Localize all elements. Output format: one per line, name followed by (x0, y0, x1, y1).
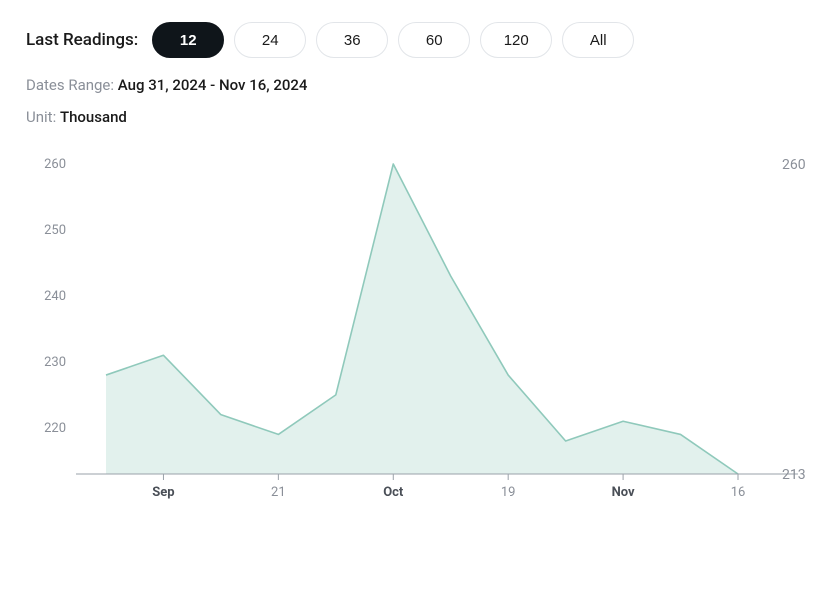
x-tick-label: 21 (271, 485, 286, 500)
y-tick-label: 240 (44, 289, 66, 304)
unit-label: Unit: (26, 108, 56, 126)
readings-label: Last Readings: (26, 30, 138, 50)
y-tick-label: 260 (44, 157, 66, 172)
x-tick-label: 16 (731, 485, 746, 500)
chart-right-annotation: 260 (782, 157, 806, 173)
dates-range-label: Dates Range: (26, 76, 114, 94)
readings-controls: Last Readings: 12 24 36 60 120 All (26, 22, 813, 58)
readings-pill-12[interactable]: 12 (152, 22, 224, 58)
readings-pill-all[interactable]: All (562, 22, 634, 58)
readings-pill-24[interactable]: 24 (234, 22, 306, 58)
chart-right-annotation: 213 (782, 467, 806, 483)
dates-range-row: Dates Range: Aug 31, 2024 - Nov 16, 2024 (26, 76, 813, 94)
y-tick-label: 230 (44, 355, 66, 370)
readings-chart: 220 230 240 250 260 Sep 21 Oct 19 Nov 16 260 213 (26, 154, 816, 514)
unit-row: Unit: Thousand (26, 108, 813, 126)
readings-pill-60[interactable]: 60 (398, 22, 470, 58)
x-tick-label: Oct (383, 485, 404, 500)
chart-area-fill (106, 164, 738, 474)
y-tick-label: 220 (44, 421, 66, 436)
x-tick-label: Sep (152, 485, 174, 500)
readings-pill-group: 12 24 36 60 120 All (152, 22, 634, 58)
unit-value: Thousand (60, 108, 127, 126)
x-tick-label: 19 (501, 485, 516, 500)
readings-pill-120[interactable]: 120 (480, 22, 552, 58)
readings-pill-36[interactable]: 36 (316, 22, 388, 58)
x-tick-label: Nov (612, 485, 635, 500)
y-tick-label: 250 (44, 223, 66, 238)
dates-range-value: Aug 31, 2024 - Nov 16, 2024 (118, 76, 308, 94)
